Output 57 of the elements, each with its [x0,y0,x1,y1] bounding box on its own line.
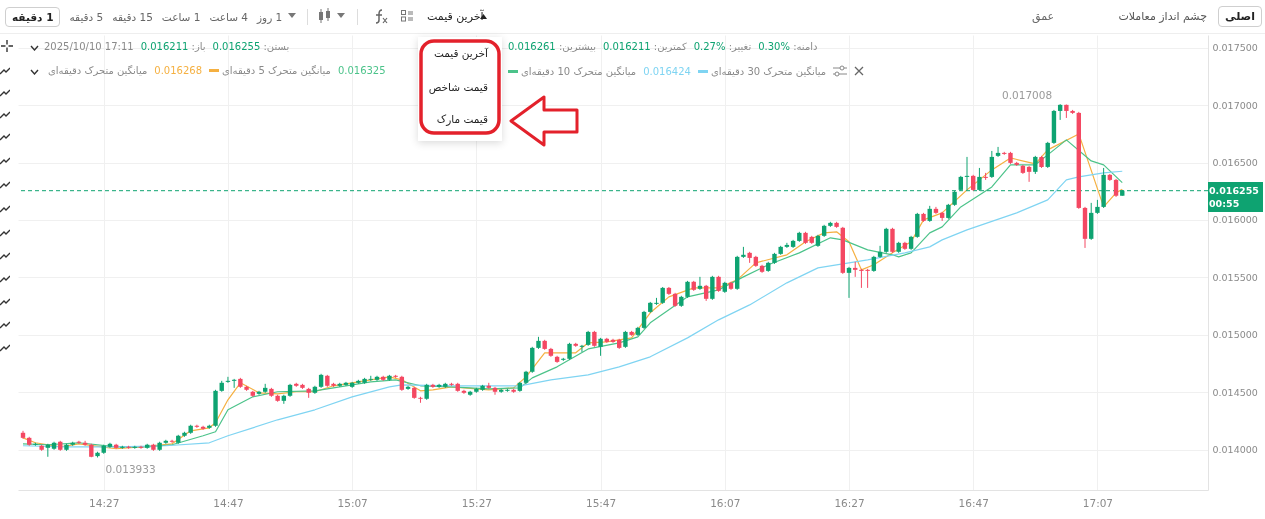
candlestick [884,227,889,254]
annotation: 0.016424 [643,65,691,77]
candlestick [1033,155,1038,175]
y-tick-label: 0.017000 [1212,99,1258,111]
x-tick-label: 16:47 [958,496,989,509]
x-tick-label: 15:47 [585,496,617,509]
annotation: 2025/10/10 17:11 [44,41,134,52]
y-tick-label: 0.014500 [1212,386,1258,398]
annotation: 0.016268 [154,65,203,76]
candlestick [915,212,920,239]
y-tick-label: 0.014000 [1212,444,1258,456]
text: 4 ساعت [209,11,249,23]
annotation: میانگین متحرک دقیقه‌ای [48,65,148,76]
annotation: قیمت شاخص [428,81,488,93]
y-tick-label: 0.016000 [1212,214,1258,226]
candlestick [530,346,535,374]
x-tick-label: 14:27 [89,496,120,509]
text: عمق [1032,10,1055,23]
x-tick-label: 15:07 [337,496,368,509]
candlestick [169,439,175,444]
candlestick [1113,178,1119,198]
x-tick-label: 16:07 [710,496,741,509]
legend-label: میانگین متحرک 10 دقیقه‌ای [521,65,637,77]
text: 5 دقیقه [69,11,104,23]
candlestick [877,245,883,259]
annotation: 0.016325 [337,65,386,76]
y-tick-label: 0.015500 [1212,271,1258,283]
text: چشم انداز معاملات [1118,10,1207,23]
legend-label: میانگین متحرک 5 دقیقه‌ای [222,65,331,76]
x-tick-label: 17:07 [1082,496,1114,509]
annotation: قیمت مارک [436,113,488,125]
candlestick [641,310,647,330]
x-tick-label: 16:27 [834,496,865,509]
x-tick-label: 14:47 [213,496,244,509]
annotation: 0.013933 [105,463,156,476]
text: 00:55 [1209,196,1241,210]
x-tick-label: 15:27 [461,496,492,509]
candlestick [995,146,1001,158]
y-tick-label: 0.016500 [1212,157,1258,169]
text: 15 دقیقه [112,11,153,23]
candlestick [890,227,895,254]
y-tick-label: 0.017500 [1212,42,1258,54]
candlestick [710,275,715,301]
ref-line-label: 0.016255 [1209,183,1260,197]
candlestick [697,276,703,291]
annotation: 0.017008 [1002,89,1053,102]
legend-label: میانگین متحرک 30 دقیقه‌ای [710,65,827,77]
candlestick [989,150,995,179]
text: 1 دقیقه [5,7,61,27]
candlestick [492,386,498,396]
candlestick [1026,165,1032,183]
annotation: آخرین قیمت [433,47,488,59]
text: 1 ساعت [161,11,201,23]
candlestick [846,266,852,299]
text: 1 روز [257,11,283,23]
text: اصلی [1218,6,1263,27]
y-tick-label: 0.015000 [1212,329,1258,341]
